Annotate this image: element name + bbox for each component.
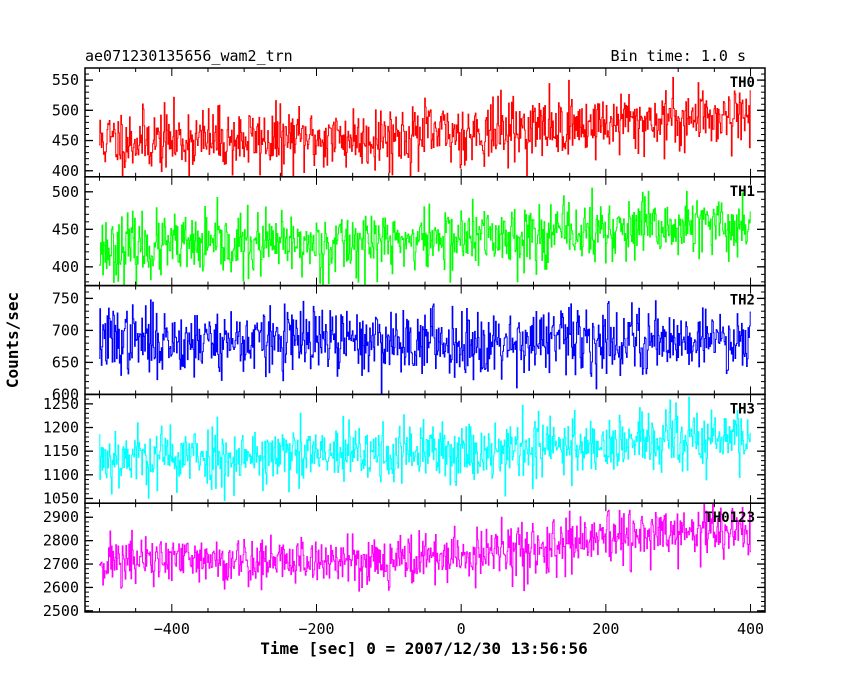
- y-tick-label: 1200: [43, 419, 79, 437]
- panel-th0: 400 450 500 550 TH0: [52, 67, 766, 180]
- y-tick-label: 2800: [43, 532, 79, 550]
- y-tick-label: 2900: [43, 508, 79, 526]
- y-tick-label: 750: [52, 289, 79, 307]
- x-tick-label: 0: [457, 620, 466, 638]
- y-tick-label: 450: [52, 132, 79, 150]
- x-tick-label: 400: [737, 620, 764, 638]
- panel-th3: 1050 1100 1150 1200 1250 TH3: [43, 393, 766, 507]
- x-tick-label: −400: [154, 620, 190, 638]
- y-axis-label: Counts/sec: [3, 292, 22, 388]
- series-line-th3: [99, 396, 751, 502]
- series-line-th0123: [99, 503, 751, 592]
- y-tick-label: 700: [52, 321, 79, 339]
- x-tick-label: 200: [592, 620, 619, 638]
- panel-th1: 400 450 500 TH1: [52, 176, 766, 287]
- series-line-th2: [99, 299, 751, 394]
- x-tick-label: −200: [298, 620, 334, 638]
- y-tick-label: 1100: [43, 466, 79, 484]
- y-tick-label: 550: [52, 71, 79, 89]
- panel-th2: 600 650 700 750 TH2: [52, 284, 766, 403]
- bin-time-label: Bin time: 1.0 s: [611, 47, 746, 65]
- panel-name-label: TH0: [730, 75, 755, 91]
- y-tick-label: 500: [52, 183, 79, 201]
- y-tick-label: 600: [52, 385, 79, 403]
- panels-group: 400 450 500 550 TH0 400 450 500 TH1 600 650 700 750 T…: [43, 67, 766, 620]
- y-tick-label: 2500: [43, 602, 79, 620]
- y-tick-label: 500: [52, 101, 79, 119]
- source-filename: ae071230135656_wam2_trn: [85, 47, 293, 65]
- y-tick-label: 1050: [43, 489, 79, 507]
- y-tick-label: 450: [52, 220, 79, 238]
- y-tick-label: 400: [52, 162, 79, 180]
- panel-th0123: 2500 2600 2700 2800 2900 TH0123: [43, 502, 766, 620]
- panel-name-label: TH2: [730, 293, 755, 309]
- y-tick-label: 650: [52, 353, 79, 371]
- y-tick-label: 2700: [43, 555, 79, 573]
- y-tick-label: 2600: [43, 578, 79, 596]
- panel-name-label: TH1: [730, 184, 755, 200]
- panel-name-label: TH3: [730, 401, 755, 417]
- x-axis-label: Time [sec] 0 = 2007/12/30 13:56:56: [260, 639, 588, 658]
- series-line-th1: [99, 187, 751, 286]
- y-tick-label: 400: [52, 258, 79, 276]
- panel-frame: [84, 502, 766, 613]
- panel-name-label: TH0123: [704, 510, 755, 526]
- x-axis: −400 −200 0 200 400: [154, 620, 764, 638]
- y-tick-label: 1150: [43, 442, 79, 460]
- series-line-th0: [99, 77, 751, 177]
- y-tick-label: 1250: [43, 395, 79, 413]
